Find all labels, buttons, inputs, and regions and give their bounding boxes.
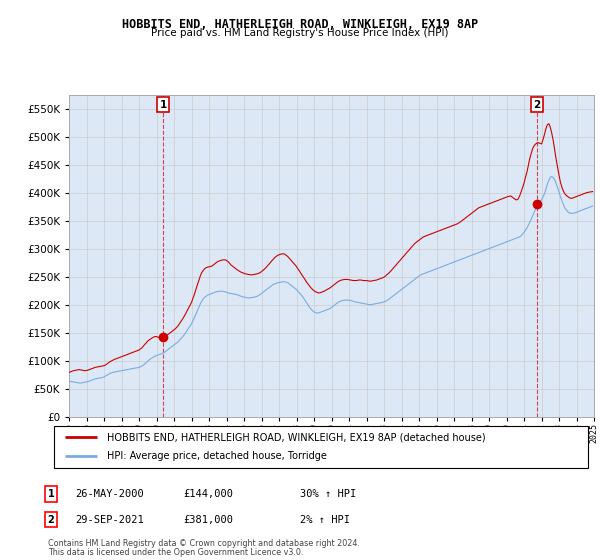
Text: £144,000: £144,000 [183, 489, 233, 499]
Text: 2: 2 [533, 100, 541, 110]
Text: 30% ↑ HPI: 30% ↑ HPI [300, 489, 356, 499]
Text: Price paid vs. HM Land Registry's House Price Index (HPI): Price paid vs. HM Land Registry's House … [151, 28, 449, 38]
Text: 26-MAY-2000: 26-MAY-2000 [75, 489, 144, 499]
Text: HPI: Average price, detached house, Torridge: HPI: Average price, detached house, Torr… [107, 451, 327, 461]
Text: HOBBITS END, HATHERLEIGH ROAD, WINKLEIGH, EX19 8AP: HOBBITS END, HATHERLEIGH ROAD, WINKLEIGH… [122, 18, 478, 31]
Text: HOBBITS END, HATHERLEIGH ROAD, WINKLEIGH, EX19 8AP (detached house): HOBBITS END, HATHERLEIGH ROAD, WINKLEIGH… [107, 432, 486, 442]
FancyBboxPatch shape [54, 426, 588, 468]
Text: 2% ↑ HPI: 2% ↑ HPI [300, 515, 350, 525]
Text: 29-SEP-2021: 29-SEP-2021 [75, 515, 144, 525]
Text: £381,000: £381,000 [183, 515, 233, 525]
Text: Contains HM Land Registry data © Crown copyright and database right 2024.: Contains HM Land Registry data © Crown c… [48, 539, 360, 548]
Text: 1: 1 [160, 100, 167, 110]
Text: 1: 1 [47, 489, 55, 499]
Text: 2: 2 [47, 515, 55, 525]
Text: This data is licensed under the Open Government Licence v3.0.: This data is licensed under the Open Gov… [48, 548, 304, 557]
